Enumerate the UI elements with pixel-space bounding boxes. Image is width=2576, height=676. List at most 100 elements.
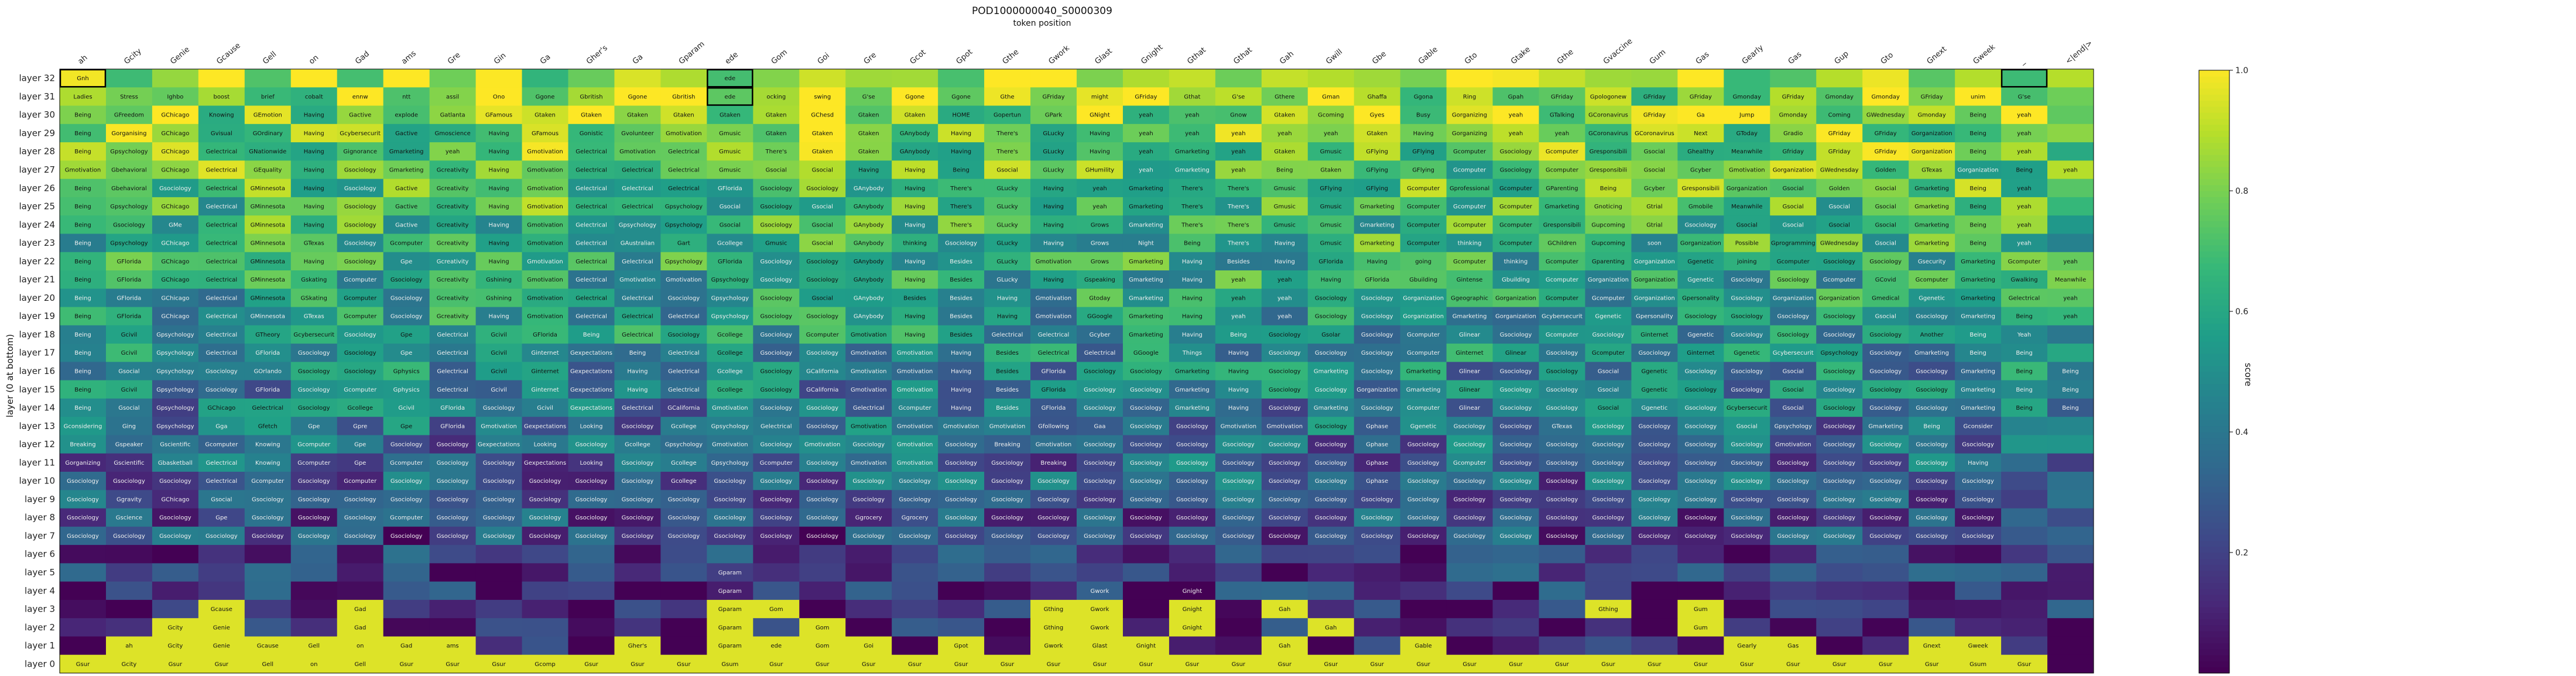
cell-label: Gelectrical	[206, 222, 238, 228]
cell-label: Gcollege	[717, 350, 743, 356]
colorbar-segment	[2199, 160, 2229, 167]
heatmap-cell	[105, 563, 153, 582]
cell-label: Gsociology	[760, 204, 792, 210]
cell-label: Gsocial	[1875, 204, 1896, 210]
cell-label: Gsociology	[1222, 533, 1255, 540]
heatmap-cell	[1955, 179, 2002, 198]
heatmap-cell	[799, 563, 846, 582]
heatmap-cell	[1816, 618, 1863, 637]
cell-label: Gmotivation	[1036, 442, 1072, 448]
cell-label: Gcomputer	[1546, 295, 1579, 301]
cell-label: Gsociology	[67, 533, 99, 540]
heatmap-cell	[845, 215, 892, 234]
cell-label: Being	[1969, 186, 1986, 192]
cell-label: Gsociology	[1407, 496, 1440, 503]
heatmap-cell	[1169, 87, 1216, 107]
heatmap-cell	[1539, 105, 1585, 125]
cell-label: Gsociology	[668, 332, 700, 338]
heatmap-cell	[1909, 87, 1955, 107]
heatmap-cell	[244, 215, 292, 234]
cell-label: Having	[489, 259, 509, 265]
cell-label: Gorganization	[1403, 314, 1444, 320]
heatmap-cell	[1307, 87, 1355, 107]
cell-label: Gsociology	[852, 442, 885, 448]
cell-label: Gmarketing	[1360, 241, 1395, 247]
heatmap-cell	[1122, 618, 1170, 637]
colorbar-segment	[2199, 148, 2229, 155]
cell-label: Being	[2016, 167, 2032, 174]
cell-label: yeah	[2017, 204, 2032, 210]
heatmap-cell	[152, 87, 199, 107]
column-tick-label: Gcause	[215, 42, 242, 66]
cell-label: Gnow	[1230, 112, 1246, 119]
cell-label: going	[1415, 259, 1431, 265]
cell-label: Gsocial	[766, 167, 787, 174]
colorbar-segment	[2199, 94, 2229, 101]
column-tick-label: Gell	[261, 50, 278, 66]
heatmap-cell	[1585, 160, 1632, 180]
cell-label: yeah	[1277, 131, 1292, 137]
colorbar-segment	[2199, 155, 2229, 162]
cell-label: Gsociology	[67, 515, 99, 521]
cell-label: GFlorida	[1042, 405, 1066, 411]
heatmap-cell	[753, 545, 800, 564]
cell-label: Being	[953, 167, 969, 174]
cell-label: GChicago	[161, 259, 189, 265]
cell-label: Gsociology	[806, 405, 838, 411]
cell-label: Gsociology	[344, 222, 376, 228]
cell-label: Next	[1694, 131, 1707, 137]
cell-label: Gsociology	[1639, 350, 1671, 356]
colorbar-segment	[2199, 208, 2229, 215]
cell-label: Being	[74, 131, 91, 137]
cell-label: thinking	[1458, 241, 1482, 247]
heatmap-cell	[984, 105, 1031, 125]
heatmap-cell	[1724, 234, 1770, 253]
column-tick-label: Ga	[539, 53, 552, 66]
heatmap-cell	[614, 69, 661, 88]
cell-label: Gcomputer	[390, 515, 423, 521]
heatmap-cell	[1492, 581, 1540, 600]
heatmap-cell	[1122, 123, 1170, 143]
cell-label: Gtaken	[905, 112, 926, 119]
cell-label: yeah	[1277, 314, 1292, 320]
cell-label: Having	[1275, 241, 1295, 247]
cell-label: GChicago	[161, 277, 189, 283]
heatmap-cell	[938, 563, 985, 582]
heatmap-cell	[845, 123, 892, 143]
cell-label: Being	[1600, 186, 1616, 192]
heatmap-cell	[475, 123, 523, 143]
cell-label: Gsociology	[1685, 405, 1717, 411]
cell-label: Gsociology	[1084, 442, 1116, 448]
cell-label: Gbritish	[672, 94, 695, 100]
heatmap-cell	[1122, 599, 1170, 619]
cell-label: Gresponsibili	[1682, 186, 1719, 192]
cell-label: yeah	[1092, 186, 1107, 192]
cell-label: Gsocial	[720, 222, 741, 228]
cell-label: Gsociology	[1916, 478, 1948, 485]
heatmap-cell	[522, 123, 568, 143]
cell-label: Gcomputer	[1453, 259, 1486, 265]
cell-label: Gsocial	[1783, 387, 1804, 393]
cell-label: Gactive	[349, 112, 371, 119]
cell-label: yeah	[1231, 149, 1246, 155]
colorbar-segment	[2199, 600, 2229, 608]
colorbar-segment	[2199, 299, 2229, 306]
cell-label: GFlying	[1320, 186, 1342, 192]
cell-label: Gelectrical	[437, 332, 468, 338]
heatmap-cell	[614, 270, 661, 289]
heatmap-cell	[105, 69, 153, 88]
cell-label: Gcivil	[121, 350, 138, 356]
cell-label: Gsociology	[945, 478, 977, 485]
cell-label: Gmarketing	[1129, 222, 1163, 228]
heatmap-cell	[799, 197, 846, 216]
cell-label: Gum	[1694, 624, 1708, 631]
cell-label: ede	[770, 643, 782, 650]
cell-label: Having	[1968, 460, 1988, 466]
cell-label: Gmarketing	[1453, 314, 1487, 320]
heatmap-cell	[383, 270, 430, 289]
heatmap-cell	[1215, 215, 1262, 234]
cell-label: GMinnesota	[251, 259, 285, 265]
heatmap-cell	[337, 252, 384, 271]
cell-label: Glinear	[1505, 350, 1527, 356]
column-tick-label: Ga	[631, 53, 645, 66]
